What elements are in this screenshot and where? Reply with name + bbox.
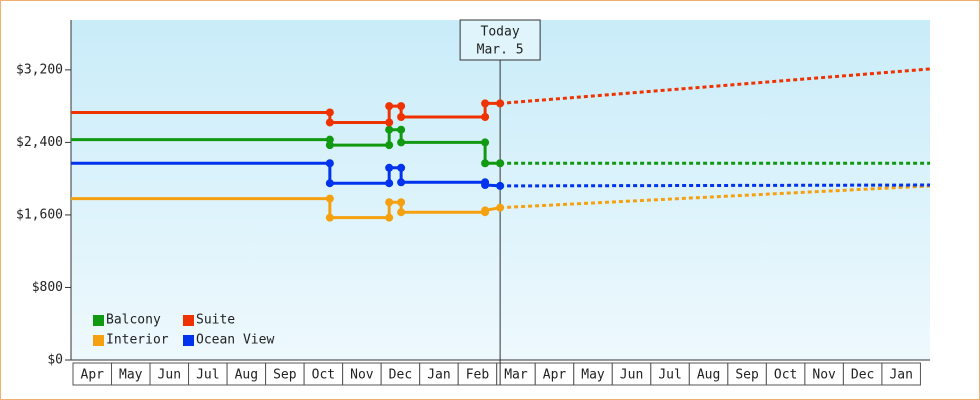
point <box>397 178 406 187</box>
point <box>481 113 490 122</box>
x-tick-label: May <box>119 368 143 383</box>
y-tick-label: $0 <box>47 353 63 368</box>
legend-label: Ocean View <box>196 333 274 348</box>
point <box>496 159 505 168</box>
legend-swatch <box>183 335 194 346</box>
point <box>481 99 490 108</box>
forecast-line <box>500 184 931 210</box>
x-tick-label: Oct <box>312 368 335 383</box>
series-line <box>71 101 501 124</box>
x-tick-label: Dec <box>389 368 412 383</box>
today-label: Mar. 5 <box>477 43 524 58</box>
legend-label: Suite <box>196 313 235 328</box>
point <box>496 99 505 108</box>
x-tick-label: Mar <box>504 368 528 383</box>
x-tick-label: Feb <box>466 368 490 383</box>
point <box>481 138 490 147</box>
x-tick-label: Apr <box>81 368 105 383</box>
point <box>481 159 490 168</box>
point <box>325 141 334 150</box>
legend-swatch <box>183 315 194 326</box>
x-tick-label: Dec <box>851 368 874 383</box>
x-tick-label: Sep <box>735 368 759 383</box>
point <box>385 198 394 207</box>
y-tick-label: $1,600 <box>16 207 63 222</box>
point <box>325 118 334 127</box>
point <box>397 125 406 134</box>
legend-label: Interior <box>106 333 169 348</box>
point <box>325 194 334 203</box>
y-tick-label: $2,400 <box>16 135 63 150</box>
point <box>385 125 394 134</box>
point <box>397 198 406 207</box>
x-tick-label: Jun <box>158 368 181 383</box>
x-tick-label: Sep <box>273 368 297 383</box>
x-tick-label: Aug <box>697 368 720 383</box>
point <box>385 213 394 222</box>
x-tick-label: Apr <box>543 368 567 383</box>
point <box>325 213 334 222</box>
x-tick-label: Jul <box>658 368 681 383</box>
point <box>385 179 394 188</box>
today-box <box>459 19 541 61</box>
point <box>385 102 394 111</box>
legend-label: Balcony <box>106 313 161 328</box>
point <box>397 102 406 111</box>
point <box>496 181 505 190</box>
point <box>397 138 406 147</box>
x-tick-label: May <box>581 368 605 383</box>
x-tick-label: Jan <box>427 368 450 383</box>
y-tick-label: $800 <box>32 280 63 295</box>
point <box>385 118 394 127</box>
point <box>481 206 490 215</box>
x-tick-label: Oct <box>774 368 797 383</box>
point <box>325 179 334 188</box>
x-tick-label: Jan <box>889 368 912 383</box>
x-tick-label: Nov <box>812 368 836 383</box>
point <box>397 113 406 122</box>
point <box>397 208 406 217</box>
x-tick-cell <box>881 362 921 386</box>
y-tick-label: $3,200 <box>16 62 63 77</box>
legend-swatch <box>93 335 104 346</box>
point <box>496 203 505 212</box>
today-label: Today <box>481 25 520 40</box>
x-tick-label: Nov <box>350 368 374 383</box>
x-tick-label: Jun <box>620 368 643 383</box>
point <box>385 141 394 150</box>
x-tick-label: Jul <box>196 368 219 383</box>
point <box>481 181 490 190</box>
point <box>325 159 334 168</box>
point <box>397 163 406 172</box>
x-tick-label: Aug <box>235 368 258 383</box>
forecast-line <box>500 183 931 188</box>
point <box>385 163 394 172</box>
forecast-line <box>499 67 931 105</box>
legend-swatch <box>93 315 104 326</box>
point <box>325 108 334 117</box>
